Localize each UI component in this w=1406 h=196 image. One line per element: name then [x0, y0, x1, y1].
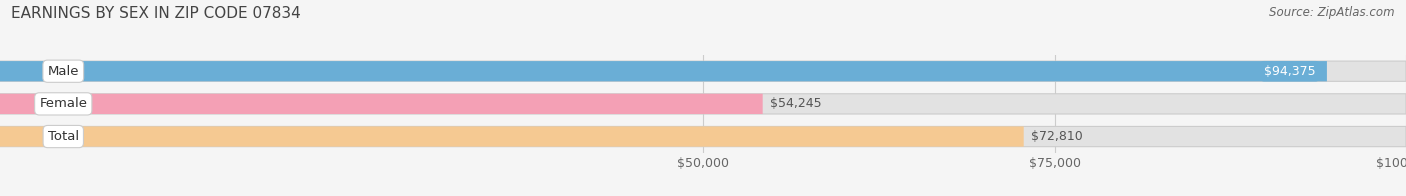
FancyBboxPatch shape	[0, 126, 1406, 147]
FancyBboxPatch shape	[0, 61, 1406, 81]
FancyBboxPatch shape	[0, 126, 1024, 147]
Text: Male: Male	[48, 65, 79, 78]
Text: $72,810: $72,810	[1031, 130, 1083, 143]
FancyBboxPatch shape	[0, 61, 1327, 81]
Text: Total: Total	[48, 130, 79, 143]
Text: $94,375: $94,375	[1264, 65, 1316, 78]
Text: EARNINGS BY SEX IN ZIP CODE 07834: EARNINGS BY SEX IN ZIP CODE 07834	[11, 6, 301, 21]
Text: Female: Female	[39, 97, 87, 110]
Text: Source: ZipAtlas.com: Source: ZipAtlas.com	[1270, 6, 1395, 19]
FancyBboxPatch shape	[0, 94, 1406, 114]
Text: $54,245: $54,245	[769, 97, 821, 110]
FancyBboxPatch shape	[0, 94, 762, 114]
